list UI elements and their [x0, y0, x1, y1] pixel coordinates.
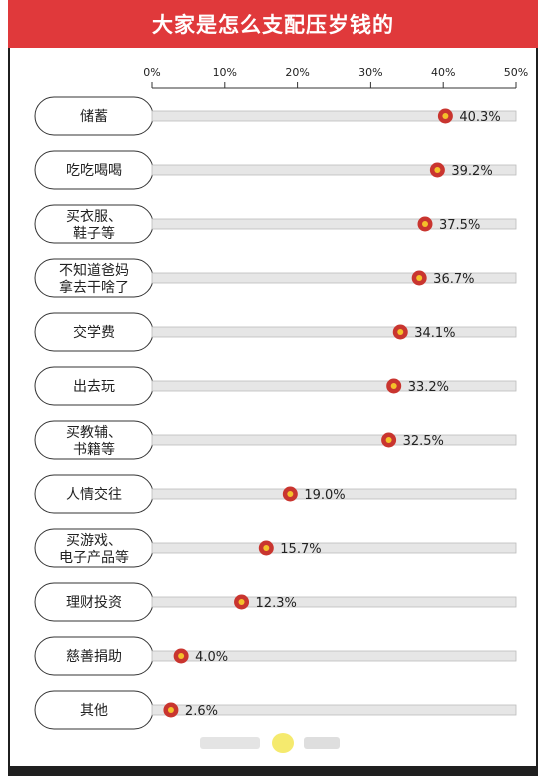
track-bar [151, 326, 517, 338]
track-bar [151, 704, 517, 716]
category-label: 电子产品等 [59, 549, 129, 566]
track-bar [151, 596, 517, 608]
value-dot-center [397, 329, 404, 335]
value-dot-center [416, 275, 423, 281]
category-label: 出去玩 [73, 379, 115, 395]
track-bar [151, 542, 517, 554]
track-bar [151, 434, 517, 446]
category-label: 理财投资 [66, 595, 122, 611]
category-label: 储蓄 [80, 109, 108, 125]
value-dot-center [287, 491, 294, 497]
track-bar [151, 272, 517, 284]
track-bar [151, 218, 517, 230]
category-label: 慈善捐助 [66, 649, 122, 665]
value-label: 2.6% [185, 704, 218, 719]
value-dot-center [422, 221, 428, 227]
category-label: 交学费 [73, 324, 115, 341]
track-bar [151, 380, 517, 392]
category-label: 不知道爸妈 [59, 262, 129, 279]
category-label: 鞋子等 [73, 225, 115, 242]
value-dot-center [178, 653, 185, 659]
value-dot-center [442, 113, 449, 119]
x-tick-label: 20% [285, 66, 309, 79]
watermark-part [200, 737, 260, 749]
category-label: 人情交往 [66, 486, 122, 503]
watermark-part [304, 737, 340, 749]
title-banner: 大家是怎么支配压岁钱的 [8, 0, 538, 48]
category-label: 买教辅、 [66, 425, 122, 441]
value-dot-center [390, 383, 397, 389]
track-bar [151, 488, 517, 500]
value-label: 34.1% [414, 326, 455, 341]
value-label: 37.5% [439, 218, 480, 233]
category-label: 买游戏、 [66, 533, 122, 549]
value-label: 32.5% [403, 434, 444, 449]
track-bar [151, 110, 517, 122]
category-label: 书籍等 [73, 441, 115, 458]
category-label: 其他 [80, 703, 108, 719]
value-dot-center [238, 599, 245, 605]
value-dot-center [263, 545, 270, 551]
value-label: 12.3% [256, 596, 297, 611]
category-label: 买衣服、 [66, 209, 122, 225]
x-tick-label: 50% [504, 66, 528, 79]
x-tick-label: 40% [431, 66, 455, 79]
x-tick-label: 30% [358, 66, 382, 79]
value-label: 33.2% [408, 380, 449, 395]
value-label: 15.7% [280, 542, 321, 557]
value-label: 39.2% [451, 164, 492, 179]
watermark-part [272, 733, 294, 753]
value-dot-center [385, 437, 392, 443]
x-tick-label: 0% [143, 66, 160, 79]
category-label: 拿去干啥了 [59, 279, 129, 296]
bottom-bar [8, 766, 538, 776]
track-bar [151, 650, 517, 662]
x-tick-label: 10% [213, 66, 237, 79]
chart-title: 大家是怎么支配压岁钱的 [152, 13, 394, 37]
value-label: 4.0% [195, 650, 228, 665]
value-label: 36.7% [433, 272, 474, 287]
value-label: 19.0% [304, 488, 345, 503]
track-bar [151, 164, 517, 176]
value-label: 40.3% [459, 110, 500, 125]
category-label: 吃吃喝喝 [66, 163, 122, 179]
value-dot-center [167, 707, 174, 713]
value-dot-center [434, 167, 441, 173]
watermark-blur [200, 733, 340, 753]
